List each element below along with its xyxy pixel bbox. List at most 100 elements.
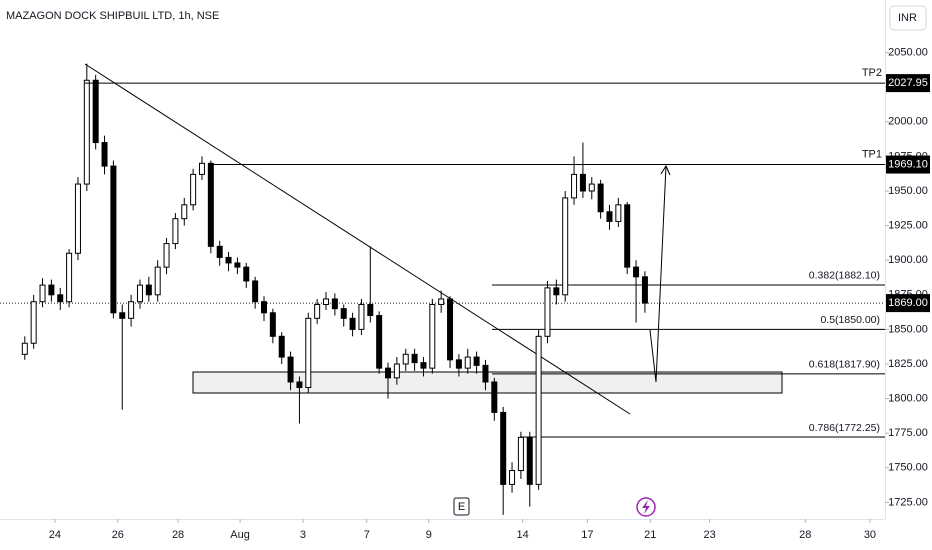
candle-body	[234, 262, 241, 268]
candle-body	[358, 303, 365, 330]
y-tick-label: 1900.00	[888, 254, 928, 266]
x-tick-label: 30	[864, 529, 876, 541]
x-tick-label: Aug	[230, 529, 250, 541]
candle-body	[455, 359, 462, 369]
candle-body	[92, 79, 99, 144]
y-tick-label: 1925.00	[888, 219, 928, 231]
candle-body	[641, 276, 648, 304]
x-tick-label: 26	[112, 529, 124, 541]
candle-body	[287, 356, 294, 383]
y-tick-label: 1950.00	[888, 185, 928, 197]
fib-label: 0.618(1817.90)	[809, 359, 880, 371]
candle-body	[517, 436, 524, 472]
target-price: 2027.95	[888, 77, 928, 89]
candle-body	[145, 284, 152, 296]
candle-body	[66, 252, 73, 303]
candle-body	[57, 294, 64, 303]
candle-body	[588, 183, 595, 192]
candle-body	[544, 287, 551, 337]
x-tick-label: 21	[644, 529, 656, 541]
candle-body	[119, 312, 126, 319]
candle-body	[163, 243, 170, 268]
candle-body	[615, 204, 622, 222]
target-name: TP1	[862, 148, 882, 160]
candle-body	[278, 335, 285, 358]
candle-body	[509, 470, 516, 485]
candle-body	[252, 280, 259, 303]
candle-body	[438, 298, 445, 305]
x-tick-label: 28	[799, 529, 811, 541]
fib-label: 0.786(1772.25)	[809, 422, 880, 434]
candle-body	[172, 218, 179, 245]
price-box	[886, 294, 930, 313]
candle-body	[30, 301, 37, 344]
candle-body	[340, 308, 347, 319]
candle-body	[571, 173, 578, 199]
currency[interactable]: INR	[898, 12, 917, 24]
fib-label: 0.5(1850.00)	[820, 314, 880, 326]
candle-body	[21, 342, 28, 355]
candle-body	[331, 298, 338, 310]
price-box	[886, 74, 930, 93]
candle-body	[473, 356, 480, 366]
currency-button[interactable]	[889, 5, 927, 31]
candle-body	[553, 287, 560, 296]
candle-body	[243, 266, 250, 282]
candle-body	[296, 381, 303, 389]
candle-body	[482, 364, 489, 383]
candle-body	[83, 79, 90, 185]
y-tick-label: 1775.00	[888, 427, 928, 439]
candle-body	[447, 298, 454, 361]
candle-body	[402, 353, 409, 365]
candle-body	[562, 197, 569, 296]
event-marker[interactable]: E	[458, 501, 465, 513]
x-tick-label: 7	[364, 529, 370, 541]
x-tick-label: 24	[49, 529, 61, 541]
y-tick-label: 2000.00	[888, 116, 928, 128]
candle-body	[269, 312, 276, 337]
x-tick-label: 17	[581, 529, 593, 541]
candle-body	[181, 204, 188, 220]
x-tick-label: 9	[426, 529, 432, 541]
target-name: TP2	[862, 67, 882, 79]
candle-body	[314, 303, 321, 319]
y-tick-label: 1825.00	[888, 358, 928, 370]
x-tick-label: 3	[300, 529, 306, 541]
y-tick-label: 1750.00	[888, 462, 928, 474]
candle-body	[367, 303, 374, 317]
candle-body	[190, 173, 197, 206]
candle-body	[579, 173, 586, 192]
candle-body	[376, 315, 383, 369]
projection-arrow	[649, 165, 667, 383]
y-tick-label: 2050.00	[888, 46, 928, 58]
price-box	[886, 155, 930, 174]
candle-body	[624, 204, 631, 268]
event-box[interactable]	[453, 497, 470, 516]
lightning	[642, 500, 650, 514]
candle-body	[198, 162, 205, 175]
candle-body	[128, 301, 135, 319]
candle-body	[39, 284, 46, 303]
candle-body	[526, 436, 533, 485]
candle-body	[101, 142, 108, 167]
candle-body	[154, 266, 161, 296]
x-tick-label: 28	[172, 529, 184, 541]
candle-body	[74, 183, 81, 254]
candle-body	[464, 356, 471, 369]
candle-body	[393, 363, 400, 379]
candle-body	[606, 211, 613, 222]
candle-body	[597, 183, 604, 213]
candle-body	[411, 353, 418, 364]
candle-body	[633, 266, 640, 278]
candle-body	[48, 284, 55, 296]
target-price: 1969.10	[888, 158, 928, 170]
candle-body	[491, 381, 498, 413]
y-tick-label: 1850.00	[888, 323, 928, 335]
candle-body	[110, 165, 117, 314]
y-tick-label: 1725.00	[888, 496, 928, 508]
candle-body	[385, 367, 392, 379]
candle-body	[207, 162, 214, 247]
candle-body	[535, 335, 542, 485]
candle-body	[216, 245, 223, 258]
